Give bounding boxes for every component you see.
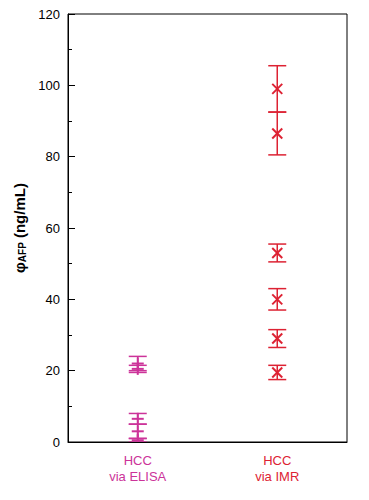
svg-text:40: 40 bbox=[46, 292, 60, 307]
svg-text:φ: φ bbox=[11, 262, 28, 273]
svg-text:0: 0 bbox=[53, 435, 60, 450]
svg-text:120: 120 bbox=[38, 7, 60, 22]
svg-text:(ng/mL): (ng/mL) bbox=[11, 183, 28, 242]
svg-text:HCC: HCC bbox=[124, 453, 152, 468]
svg-text:via IMR: via IMR bbox=[255, 469, 299, 484]
svg-text:20: 20 bbox=[46, 363, 60, 378]
svg-text:HCC: HCC bbox=[263, 453, 291, 468]
svg-text:60: 60 bbox=[46, 221, 60, 236]
svg-text:80: 80 bbox=[46, 149, 60, 164]
svg-text:100: 100 bbox=[38, 78, 60, 93]
svg-text:AFP: AFP bbox=[17, 242, 28, 262]
svg-text:via ELISA: via ELISA bbox=[109, 469, 166, 484]
